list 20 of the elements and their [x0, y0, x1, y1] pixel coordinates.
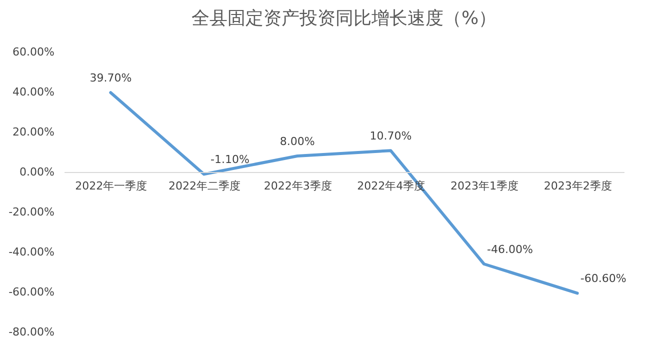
x-tick-label: 2023年2季度: [544, 180, 612, 192]
x-tick-label: 2022年二季度: [168, 180, 240, 192]
y-tick-label: -40.00%: [8, 246, 54, 258]
y-tick-label: -20.00%: [8, 206, 54, 218]
data-label: -60.60%: [580, 272, 626, 286]
x-tick-label: 2022年一季度: [75, 180, 148, 192]
data-label: 8.00%: [280, 135, 315, 148]
data-label: -1.10%: [210, 153, 250, 166]
chart-title: 全县固定资产投资同比增长速度（%）: [191, 8, 497, 29]
y-tick-label: 60.00%: [12, 46, 54, 58]
y-tick-label: 0.00%: [20, 166, 54, 178]
x-tick-label: 2022年3季度: [264, 180, 332, 192]
y-tick-label: -60.00%: [8, 286, 54, 298]
data-label: 10.70%: [370, 130, 412, 143]
data-label: 39.70%: [90, 72, 132, 85]
data-label: -46.00%: [487, 243, 533, 256]
y-tick-label: 40.00%: [12, 86, 54, 98]
x-tick-label: 2023年1季度: [450, 180, 518, 192]
y-tick-label: -80.00%: [8, 326, 54, 338]
y-tick-label: 20.00%: [12, 126, 54, 138]
